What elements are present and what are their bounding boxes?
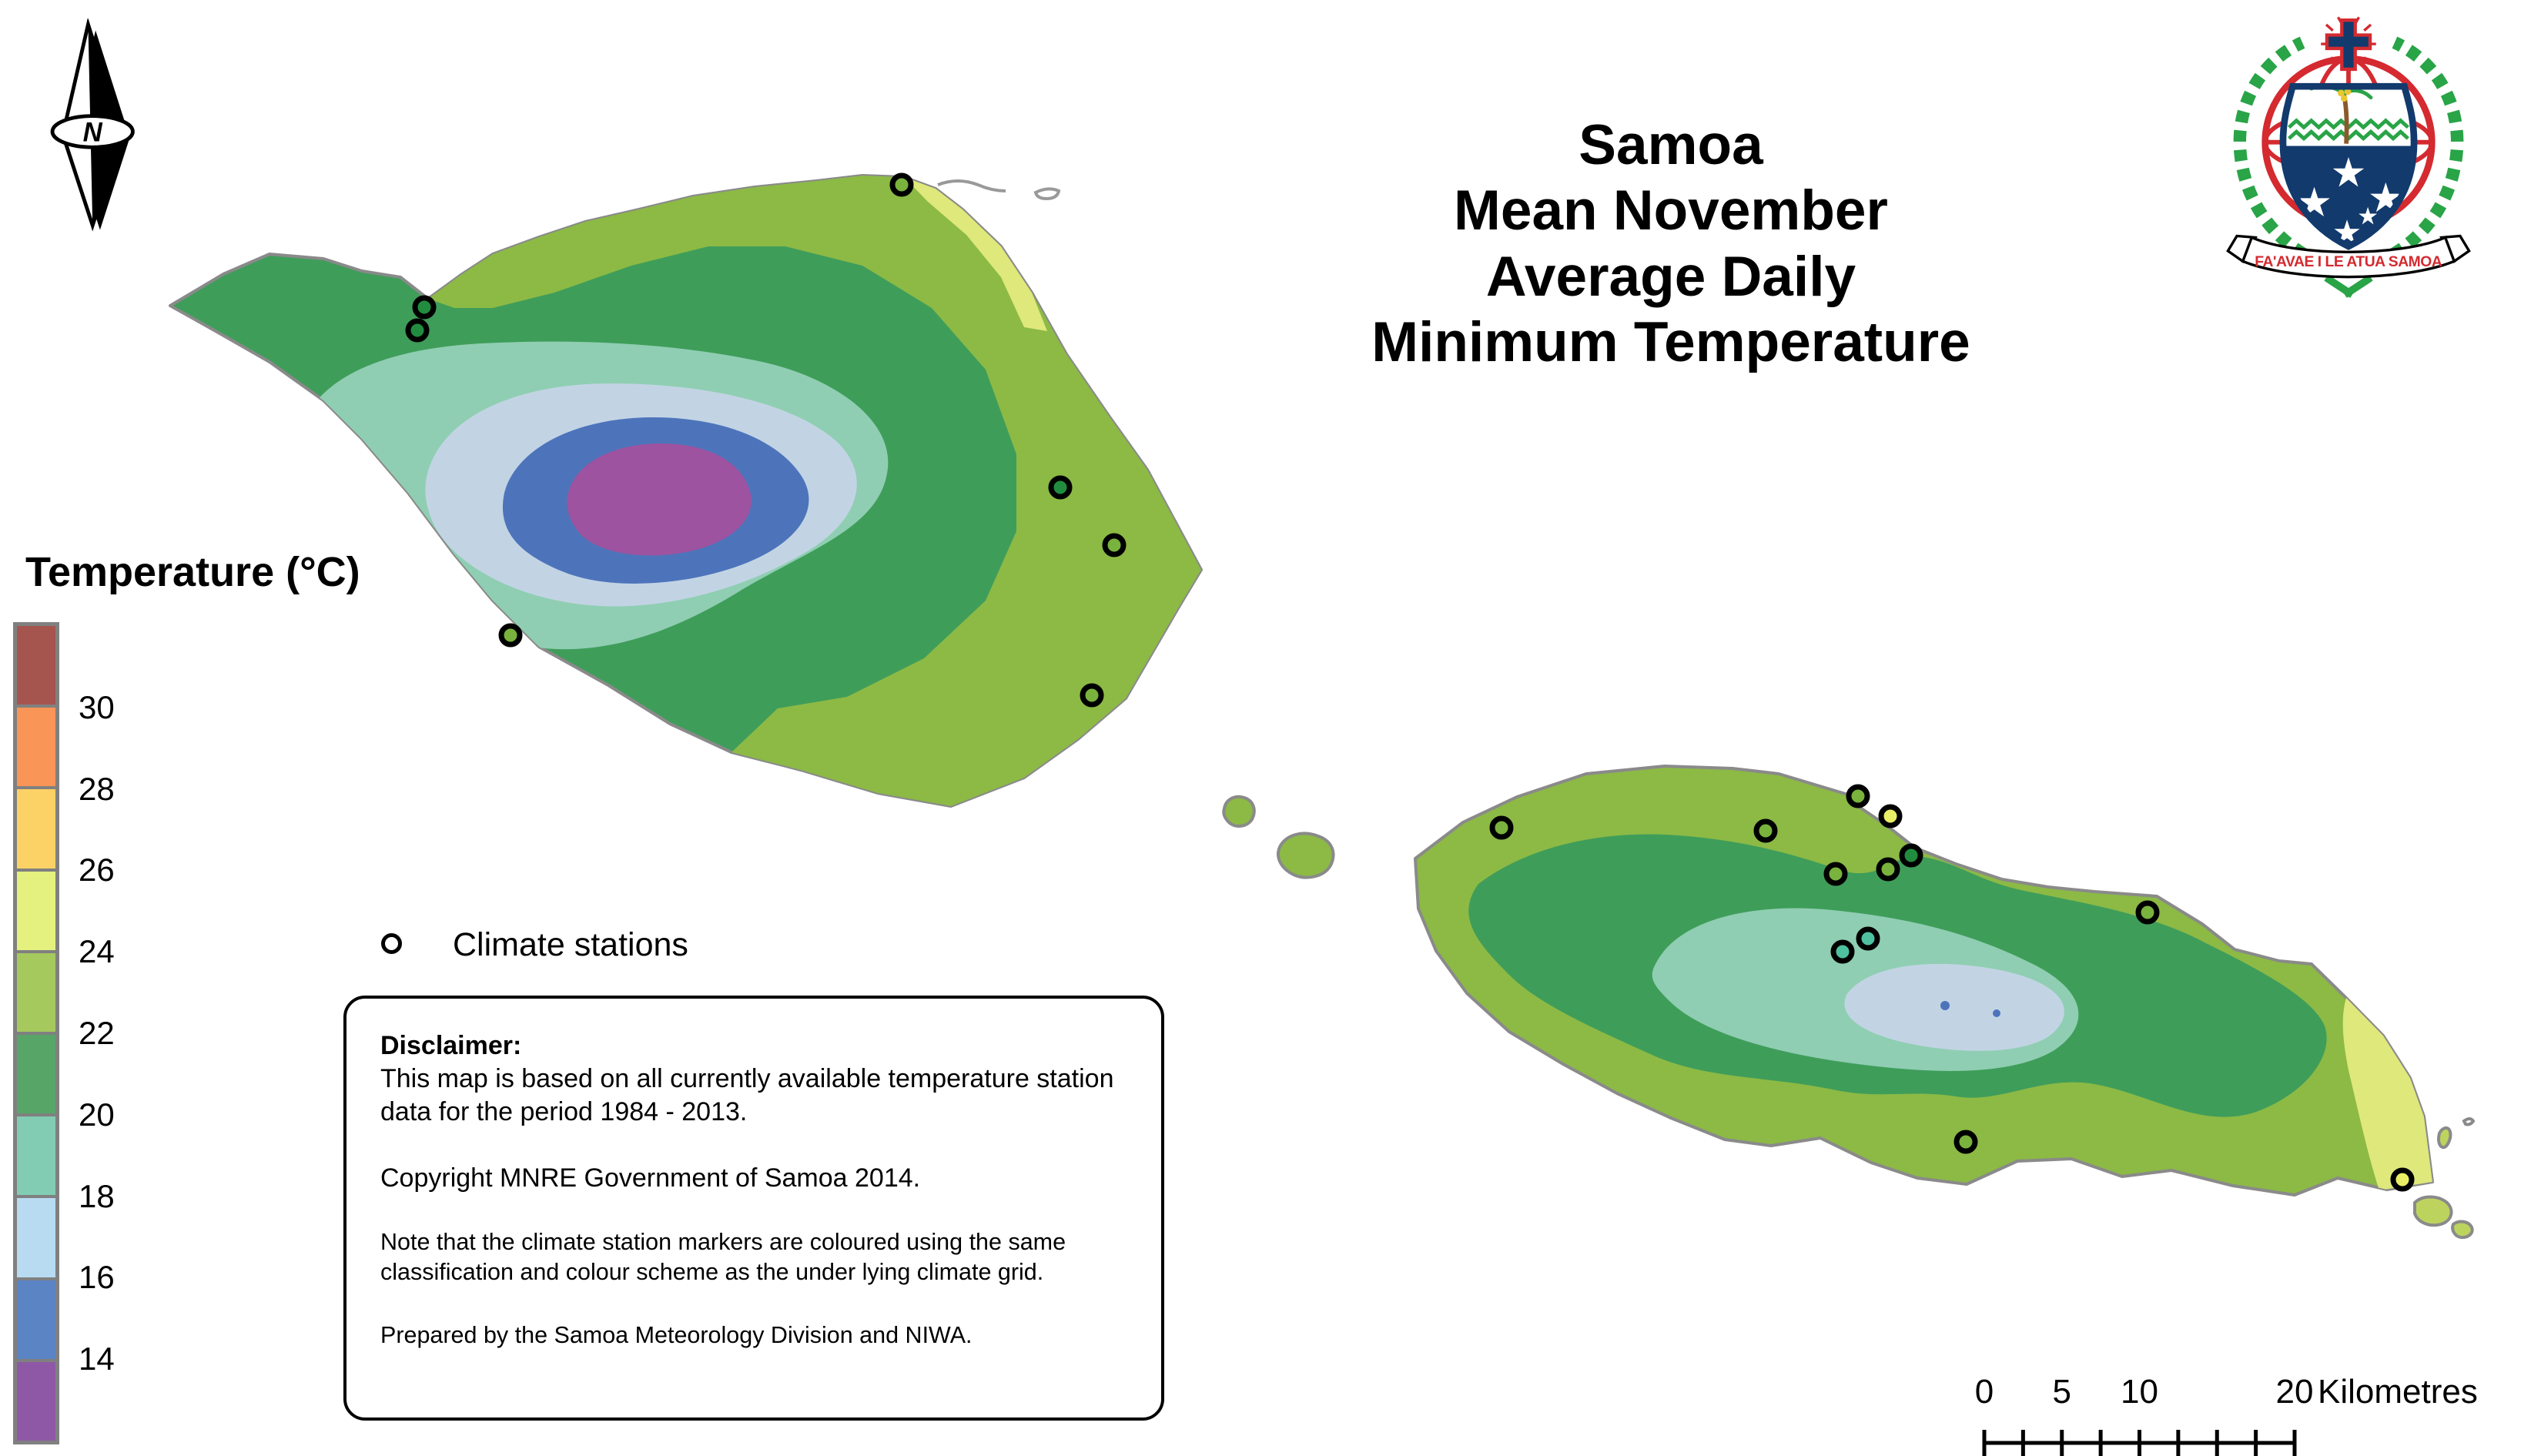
- legend-boundary-label: 30: [79, 688, 115, 725]
- scale-bar-label: 0: [1975, 1373, 1994, 1411]
- legend-class-9: [17, 1358, 55, 1441]
- climate-station-marker: [889, 172, 914, 197]
- climate-station-legend-icon: [381, 933, 402, 954]
- apolima-islet: [1222, 795, 1256, 828]
- upolu-zone-14-16-speck: [1993, 1009, 2000, 1017]
- climate-station-marker: [1102, 533, 1127, 557]
- coastal-islet: [2437, 1126, 2452, 1150]
- wreath-stems-icon: [2324, 274, 2373, 298]
- upolu-zone-16-18: [1844, 963, 2064, 1051]
- climate-station-marker: [1489, 815, 1514, 840]
- climate-station-marker: [1899, 843, 1923, 868]
- disclaimer-paragraph: Note that the climate station markers ar…: [380, 1228, 1066, 1286]
- upolu-island: [1414, 765, 2434, 1197]
- climate-station-marker: [2135, 900, 2160, 925]
- disclaimer-box: Disclaimer: This map is based on all cur…: [343, 996, 1164, 1421]
- scale-bar-label: 5: [2053, 1373, 2071, 1411]
- manono-islet: [1277, 832, 1335, 879]
- motto-banner: FA'AVAE I LE ATUA SAMOA: [2226, 234, 2471, 279]
- legend-boundary-label: 24: [79, 933, 115, 970]
- scale-bar-label: 20: [2276, 1373, 2314, 1411]
- savaii-reef-outline: [937, 179, 1006, 192]
- temperature-legend: 30 28 26 24 22 20 18 16 14: [13, 622, 115, 1444]
- legend-boundary-label: 14: [79, 1341, 115, 1377]
- north-arrow-n-label: N: [83, 117, 103, 147]
- climate-stations-layer: [405, 172, 2415, 1192]
- disclaimer-paragraph: This map is based on all currently avail…: [380, 1064, 1114, 1127]
- nuutele-islet: [2413, 1195, 2453, 1227]
- savaii-reef-islet: [1033, 187, 1061, 201]
- legend-class-7: [17, 1195, 55, 1277]
- climate-station-marker: [1856, 926, 1880, 951]
- legend-class-3: [17, 868, 55, 950]
- title-line: Average Daily: [1485, 245, 1856, 308]
- upolu-zone-24-26: [2342, 998, 2432, 1190]
- climate-stations-legend-label: Climate stations: [453, 926, 688, 963]
- scale-bar-ticks: [1982, 1430, 2297, 1456]
- legend-boundary-label: 20: [79, 1096, 115, 1133]
- scale-bar-unit: Kilometres: [2318, 1373, 2478, 1411]
- climate-station-marker: [405, 318, 430, 343]
- legend-class-8: [17, 1277, 55, 1359]
- north-arrow: N: [50, 18, 135, 232]
- climate-station-marker: [1876, 857, 1900, 882]
- map-title: Samoa Mean November Average Daily Minimu…: [1170, 112, 2171, 376]
- climate-station-marker: [412, 295, 437, 320]
- title-line: Samoa: [1578, 114, 1763, 176]
- savaii-zone-22-24: [428, 176, 1201, 806]
- legend-title: Temperature (°C): [25, 549, 360, 595]
- nuulua-islet: [2451, 1220, 2474, 1240]
- scale-bar-labels: 0 5 10 20: [1975, 1373, 2314, 1411]
- disclaimer-paragraph: Copyright MNRE Government of Samoa 2014.: [380, 1163, 921, 1193]
- legend-colorbar: [13, 622, 59, 1444]
- climate-station-marker: [1846, 784, 1870, 808]
- north-arrow-ellipse: [50, 114, 135, 149]
- legend-class-4: [17, 949, 55, 1033]
- coastal-islet: [2462, 1117, 2476, 1126]
- title-line: Minimum Temperature: [1371, 311, 1970, 374]
- scale-bar-label: 10: [2121, 1373, 2158, 1411]
- legend-boundary-label: 18: [79, 1177, 115, 1214]
- legend-class-2: [17, 786, 55, 869]
- climate-station-marker: [1048, 475, 1073, 500]
- savaii-zone-below-14: [567, 443, 752, 556]
- cross-icon: [2321, 16, 2376, 72]
- upolu-zone-14-16-speck: [1940, 1001, 1950, 1010]
- legend-boundary-label: 26: [79, 852, 115, 889]
- climate-station-marker: [498, 623, 523, 648]
- legend-class-1: [17, 705, 55, 787]
- climate-station-marker: [1823, 862, 1848, 886]
- legend-class-6: [17, 1113, 55, 1196]
- climate-station-marker: [1878, 804, 1903, 828]
- samoa-coat-of-arms: FA'AVAE I LE ATUA SAMOA: [2226, 16, 2471, 298]
- title-line: Mean November: [1454, 179, 1888, 243]
- motto-text: FA'AVAE I LE ATUA SAMOA: [2255, 254, 2442, 270]
- climate-station-marker: [1953, 1130, 1978, 1154]
- climate-station-marker: [1830, 939, 1855, 964]
- climate-station-marker: [2390, 1167, 2415, 1192]
- small-islets: [1222, 795, 2476, 1240]
- legend-class-5: [17, 1032, 55, 1114]
- legend-boundary-label: 28: [79, 770, 115, 807]
- disclaimer-paragraph: Prepared by the Samoa Meteorology Divisi…: [380, 1321, 973, 1348]
- legend-boundary-label: 16: [79, 1259, 115, 1296]
- legend-boundary-label: 22: [79, 1015, 115, 1051]
- disclaimer-heading: Disclaimer:: [380, 1031, 522, 1060]
- savaii-zone-24-26: [904, 177, 1047, 331]
- climate-station-marker: [1080, 683, 1104, 708]
- legend-class-0: [17, 626, 55, 705]
- climate-station-marker: [1753, 818, 1778, 843]
